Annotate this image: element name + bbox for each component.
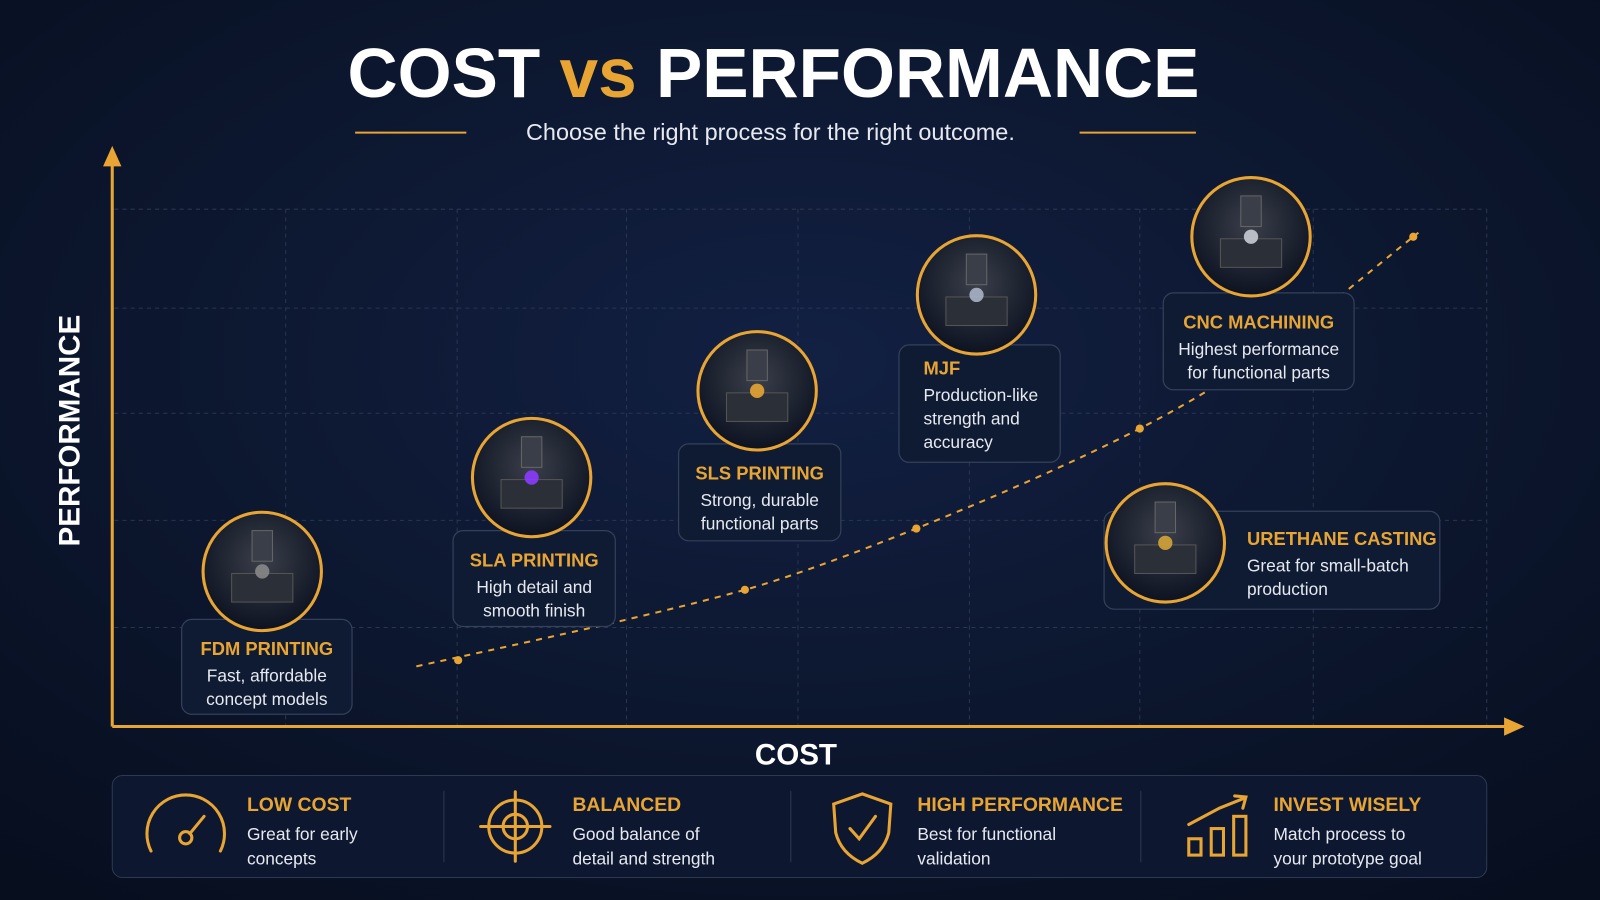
process-desc: accuracy [923,432,993,452]
process: FDM PRINTING Fast, affordable concept mode… [181,510,353,715]
footer-desc: Great for early [247,824,358,844]
footer-desc: Match process to [1273,824,1405,844]
process-desc: for functional parts [1187,363,1330,383]
process: URETHANE CASTING Great for small-batch pro… [1103,482,1441,610]
process-glow [255,564,270,579]
process-desc: Strong, durable [700,490,819,510]
trend-dot [912,524,921,533]
footer-title: HIGH PERFORMANCE [917,794,1123,816]
subtitle: Choose the right process for the right o… [526,119,1015,145]
processes: FDM PRINTING Fast, affordable concept mode… [181,176,1441,715]
process: CNC MACHINING Highest performance for func… [1162,176,1355,391]
process-name: MJF [923,357,960,378]
shield-icon [832,792,893,865]
footer-panel [111,775,1488,879]
gauge-icon [145,793,226,853]
process-desc: smooth finish [483,600,585,620]
y-axis-arrow [103,145,122,167]
process: SLA PRINTING High detail and smooth finish [452,416,616,628]
title-part: vs [560,34,637,112]
process-glow [969,287,984,303]
footer-desc: concepts [247,848,317,868]
process-name: FDM PRINTING [201,638,334,659]
footer-icons [145,790,1248,865]
footer-desc: validation [917,848,990,868]
process-head [1154,501,1177,534]
target-icon [479,790,552,863]
trend-dot [1135,424,1144,433]
process-name: CNC MACHINING [1183,312,1334,333]
y-axis-label: PERFORMANCE [54,315,87,547]
trend-dot [454,656,463,665]
process-glow [524,470,539,485]
x-axis-arrow [1504,717,1525,736]
process: SLS PRINTING Strong, durable functional pa… [677,330,842,542]
process-machine [726,392,789,422]
title: COST vs PERFORMANCE [348,34,1200,112]
process-glow [1243,229,1259,244]
process-head [965,253,988,286]
footer-desc: Good balance of [572,824,699,844]
process-desc: High detail and [476,577,592,597]
footer-desc: Best for functional [917,824,1056,844]
footer-dividers [443,790,1142,863]
trend-dot [1409,232,1418,241]
trend-dots [454,232,1418,665]
process-name: SLA PRINTING [470,549,599,570]
process-desc: functional parts [701,514,819,534]
x-axis-label: COST [755,738,837,771]
process-desc: strength and [923,408,1019,428]
process-desc: Highest performance [1178,339,1339,359]
footer-title: BALANCED [572,794,681,816]
process-desc: Production-like [923,385,1038,405]
process-head [746,349,768,382]
footer-title: LOW COST [247,794,352,816]
process-glow [1158,535,1173,550]
process-glow [750,383,765,398]
process-name: SLS PRINTING [695,463,824,484]
trend-dot [740,585,749,594]
process-name: URETHANE CASTING [1247,528,1437,549]
title-part: COST [348,34,541,112]
footer-title: INVEST WISELY [1273,794,1421,816]
process-desc: production [1247,579,1328,599]
title-part: PERFORMANCE [656,34,1199,112]
footer-desc: your prototype goal [1273,848,1421,868]
process-desc: concept models [206,689,328,709]
process-desc: Great for small-batch [1247,555,1409,575]
footer-desc: detail and strength [572,848,715,868]
process-head [520,436,543,468]
growth-icon [1187,794,1248,857]
process-head [1240,195,1262,228]
footer: LOW COST Great for early concepts BALANCED G… [247,794,1422,868]
process: MJF Production-like strength and accuracy [898,234,1061,463]
process-head [251,530,273,562]
process-desc: Fast, affordable [207,666,327,686]
